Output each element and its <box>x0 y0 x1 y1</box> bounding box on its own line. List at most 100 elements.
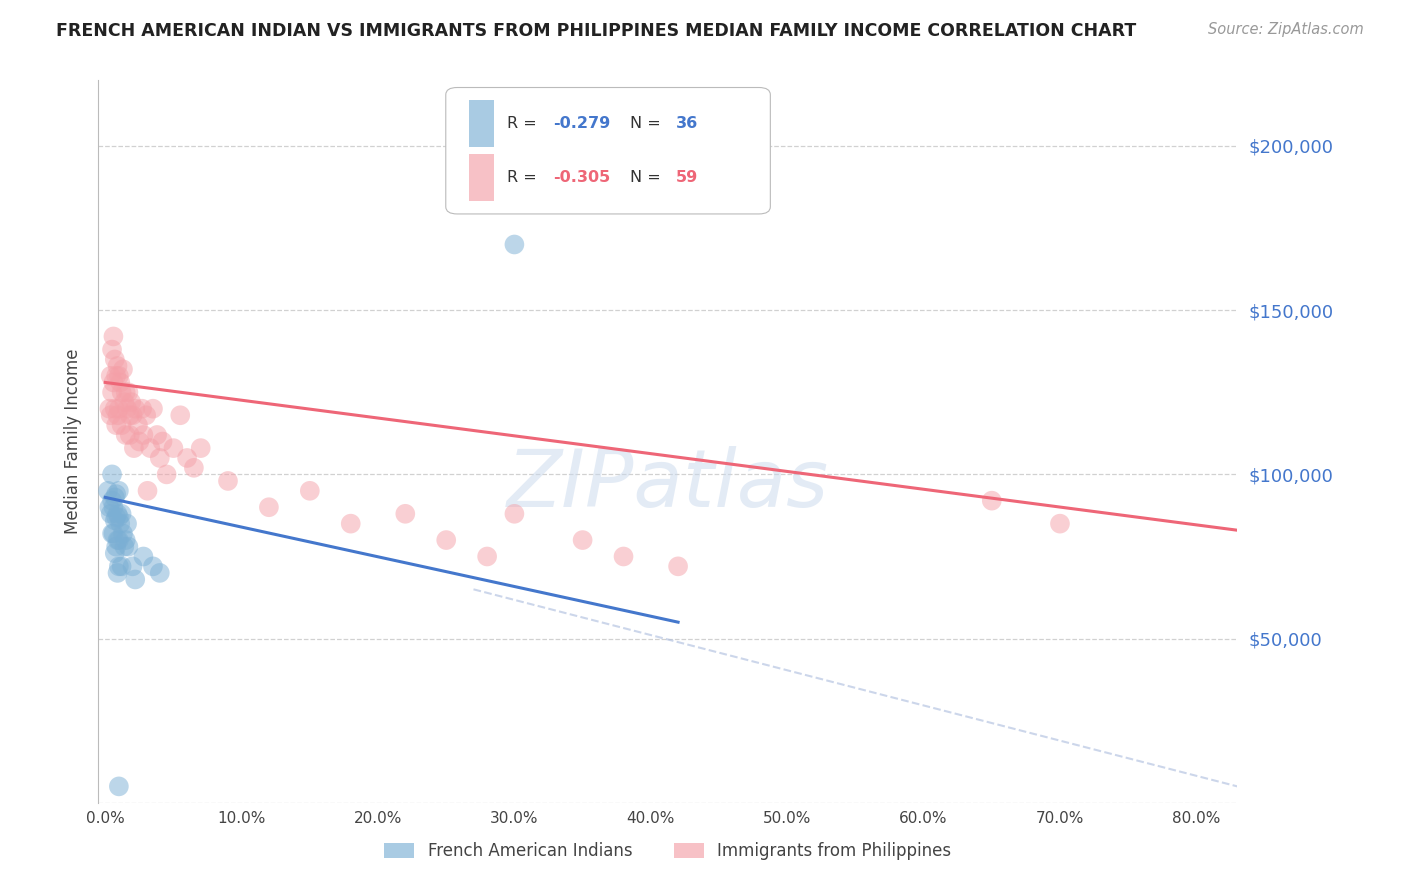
Point <box>127 418 149 433</box>
Point <box>105 540 128 554</box>
Point <box>666 559 689 574</box>
Point <box>108 533 131 547</box>
Point <box>217 474 239 488</box>
Point <box>105 368 128 383</box>
Point <box>112 540 135 554</box>
Point <box>115 401 138 416</box>
Point <box>108 559 131 574</box>
Point <box>131 401 153 416</box>
Point <box>142 559 165 574</box>
Point <box>108 368 131 383</box>
Point <box>107 359 129 373</box>
Point <box>112 395 135 409</box>
Text: R =: R = <box>508 116 543 131</box>
Point <box>108 510 131 524</box>
Point <box>135 409 157 423</box>
Text: N =: N = <box>630 116 666 131</box>
Point <box>107 533 129 547</box>
Point <box>190 441 212 455</box>
Point <box>298 483 321 498</box>
Text: FRENCH AMERICAN INDIAN VS IMMIGRANTS FROM PHILIPPINES MEDIAN FAMILY INCOME CORRE: FRENCH AMERICAN INDIAN VS IMMIGRANTS FRO… <box>56 22 1136 40</box>
Point <box>434 533 457 547</box>
Point <box>111 362 134 376</box>
Point <box>104 513 127 527</box>
Point <box>104 546 127 560</box>
Point <box>103 526 125 541</box>
Point <box>146 428 169 442</box>
Point <box>108 483 131 498</box>
Point <box>156 467 179 482</box>
Point <box>128 434 150 449</box>
Point <box>183 460 205 475</box>
Point <box>142 401 165 416</box>
Point <box>101 493 124 508</box>
Point <box>120 395 142 409</box>
Point <box>97 483 120 498</box>
Text: 36: 36 <box>676 116 697 131</box>
Point <box>136 483 159 498</box>
Point <box>107 507 129 521</box>
Y-axis label: Median Family Income: Median Family Income <box>65 349 83 534</box>
Point <box>115 516 138 531</box>
Point <box>118 409 141 423</box>
Point <box>107 566 129 580</box>
Point <box>152 434 174 449</box>
Point <box>122 441 145 455</box>
Point <box>107 409 129 423</box>
Point <box>612 549 634 564</box>
Point <box>394 507 416 521</box>
Point <box>257 500 280 515</box>
FancyBboxPatch shape <box>446 87 770 214</box>
Point <box>98 500 121 515</box>
Point <box>110 559 132 574</box>
Point <box>103 376 125 390</box>
Point <box>104 352 127 367</box>
Point <box>98 401 121 416</box>
Point <box>162 441 184 455</box>
Point <box>132 428 155 442</box>
Text: Source: ZipAtlas.com: Source: ZipAtlas.com <box>1208 22 1364 37</box>
Point <box>139 441 162 455</box>
Point <box>108 780 131 794</box>
Bar <box>468 154 494 202</box>
Point <box>101 385 124 400</box>
Text: N =: N = <box>630 170 666 186</box>
Point <box>149 566 172 580</box>
Point <box>121 409 143 423</box>
Point <box>110 376 132 390</box>
Point <box>475 549 498 564</box>
Point <box>103 329 125 343</box>
Point <box>339 516 361 531</box>
Point <box>503 507 526 521</box>
Point <box>103 500 125 515</box>
Point <box>149 450 172 465</box>
Point <box>101 467 124 482</box>
Text: -0.305: -0.305 <box>553 170 610 186</box>
Point <box>114 533 136 547</box>
Point <box>124 573 146 587</box>
Bar <box>468 100 494 147</box>
Point <box>110 418 132 433</box>
Text: -0.279: -0.279 <box>553 116 610 131</box>
Point <box>503 237 526 252</box>
Point <box>105 510 128 524</box>
Point <box>100 368 122 383</box>
Point <box>101 343 124 357</box>
Point <box>121 559 143 574</box>
Point <box>118 428 141 442</box>
Point <box>101 526 124 541</box>
Point <box>176 450 198 465</box>
Point <box>104 401 127 416</box>
Point <box>124 401 146 416</box>
Text: R =: R = <box>508 170 543 186</box>
Point <box>117 385 139 400</box>
Legend: French American Indians, Immigrants from Philippines: French American Indians, Immigrants from… <box>378 836 957 867</box>
Point <box>100 507 122 521</box>
Point <box>110 385 132 400</box>
Point <box>100 409 122 423</box>
Point <box>571 533 593 547</box>
Point <box>108 401 131 416</box>
Point <box>117 540 139 554</box>
Point <box>110 516 132 531</box>
Point <box>111 526 134 541</box>
